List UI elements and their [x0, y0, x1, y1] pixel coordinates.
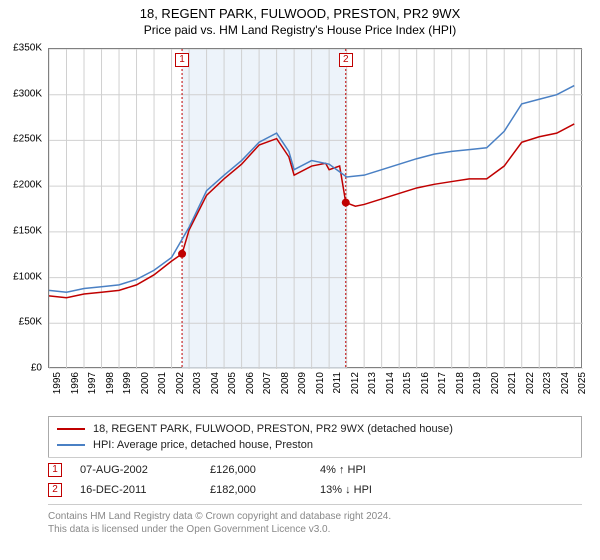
y-tick-label: £50K — [19, 317, 42, 328]
x-axis-ticks: 1995 1996 1997 1998 1999 2000 2001 2002 2003 2004… — [48, 370, 582, 412]
event-table: 1 07-AUG-2002 £126,000 4% ↑ HPI 2 16-DEC… — [48, 460, 582, 500]
x-tick-label: 2019 — [472, 372, 483, 394]
y-tick-label: £200K — [13, 180, 42, 191]
x-tick-label: 2023 — [542, 372, 553, 394]
chart-plot-area: 12 — [48, 48, 582, 368]
y-tick-label: £150K — [13, 225, 42, 236]
x-tick-label: 2014 — [385, 372, 396, 394]
x-tick-label: 2007 — [262, 372, 273, 394]
y-tick-label: £250K — [13, 134, 42, 145]
chart-marker-box: 1 — [175, 53, 189, 67]
event-date-1: 07-AUG-2002 — [80, 464, 210, 476]
x-tick-label: 1995 — [52, 372, 63, 394]
y-tick-label: £0 — [31, 363, 42, 374]
legend-swatch-red — [57, 428, 85, 430]
footer-line-1: Contains HM Land Registry data © Crown c… — [48, 510, 582, 523]
x-tick-label: 2000 — [140, 372, 151, 394]
footer-attribution: Contains HM Land Registry data © Crown c… — [48, 510, 582, 536]
x-tick-label: 1999 — [122, 372, 133, 394]
y-tick-label: £350K — [13, 43, 42, 54]
x-tick-label: 2001 — [157, 372, 168, 394]
event-date-2: 16-DEC-2011 — [80, 484, 210, 496]
title-block: 18, REGENT PARK, FULWOOD, PRESTON, PR2 9… — [0, 0, 600, 37]
x-tick-label: 2002 — [175, 372, 186, 394]
event-marker-1: 1 — [48, 463, 62, 477]
footer-line-2: This data is licensed under the Open Gov… — [48, 523, 582, 536]
x-tick-label: 2020 — [490, 372, 501, 394]
y-tick-label: £300K — [13, 88, 42, 99]
divider-1 — [48, 457, 582, 458]
y-tick-label: £100K — [13, 271, 42, 282]
chart-container: 18, REGENT PARK, FULWOOD, PRESTON, PR2 9… — [0, 0, 600, 560]
x-tick-label: 1997 — [87, 372, 98, 394]
y-axis-ticks: £0£50K£100K£150K£200K£250K£300K£350K — [0, 48, 46, 368]
x-tick-label: 2012 — [350, 372, 361, 394]
x-tick-label: 2024 — [560, 372, 571, 394]
legend-row-red: 18, REGENT PARK, FULWOOD, PRESTON, PR2 9… — [57, 421, 573, 437]
x-tick-label: 2005 — [227, 372, 238, 394]
event-row-2: 2 16-DEC-2011 £182,000 13% ↓ HPI — [48, 480, 582, 500]
x-tick-label: 2022 — [525, 372, 536, 394]
legend-label-blue: HPI: Average price, detached house, Pres… — [93, 439, 313, 451]
legend-row-blue: HPI: Average price, detached house, Pres… — [57, 437, 573, 453]
x-tick-label: 2010 — [315, 372, 326, 394]
event-marker-2: 2 — [48, 483, 62, 497]
chart-svg — [49, 49, 583, 369]
event-price-1: £126,000 — [210, 464, 320, 476]
x-tick-label: 2008 — [280, 372, 291, 394]
chart-marker-box: 2 — [339, 53, 353, 67]
x-tick-label: 2015 — [402, 372, 413, 394]
legend-box: 18, REGENT PARK, FULWOOD, PRESTON, PR2 9… — [48, 416, 582, 458]
x-tick-label: 2004 — [210, 372, 221, 394]
x-tick-label: 1998 — [105, 372, 116, 394]
x-tick-label: 2025 — [577, 372, 588, 394]
x-tick-label: 2011 — [332, 372, 343, 394]
x-tick-label: 2016 — [420, 372, 431, 394]
x-tick-label: 2021 — [507, 372, 518, 394]
event-hpi-1: 4% ↑ HPI — [320, 464, 582, 476]
x-tick-label: 2017 — [437, 372, 448, 394]
legend-swatch-blue — [57, 444, 85, 446]
x-tick-label: 2013 — [367, 372, 378, 394]
x-tick-label: 2003 — [192, 372, 203, 394]
event-row-1: 1 07-AUG-2002 £126,000 4% ↑ HPI — [48, 460, 582, 480]
event-price-2: £182,000 — [210, 484, 320, 496]
x-tick-label: 2009 — [297, 372, 308, 394]
title-line-1: 18, REGENT PARK, FULWOOD, PRESTON, PR2 9… — [0, 6, 600, 21]
x-tick-label: 1996 — [70, 372, 81, 394]
title-line-2: Price paid vs. HM Land Registry's House … — [0, 23, 600, 37]
event-hpi-2: 13% ↓ HPI — [320, 484, 582, 496]
x-tick-label: 2018 — [455, 372, 466, 394]
legend-label-red: 18, REGENT PARK, FULWOOD, PRESTON, PR2 9… — [93, 423, 453, 435]
divider-2 — [48, 504, 582, 505]
x-tick-label: 2006 — [245, 372, 256, 394]
